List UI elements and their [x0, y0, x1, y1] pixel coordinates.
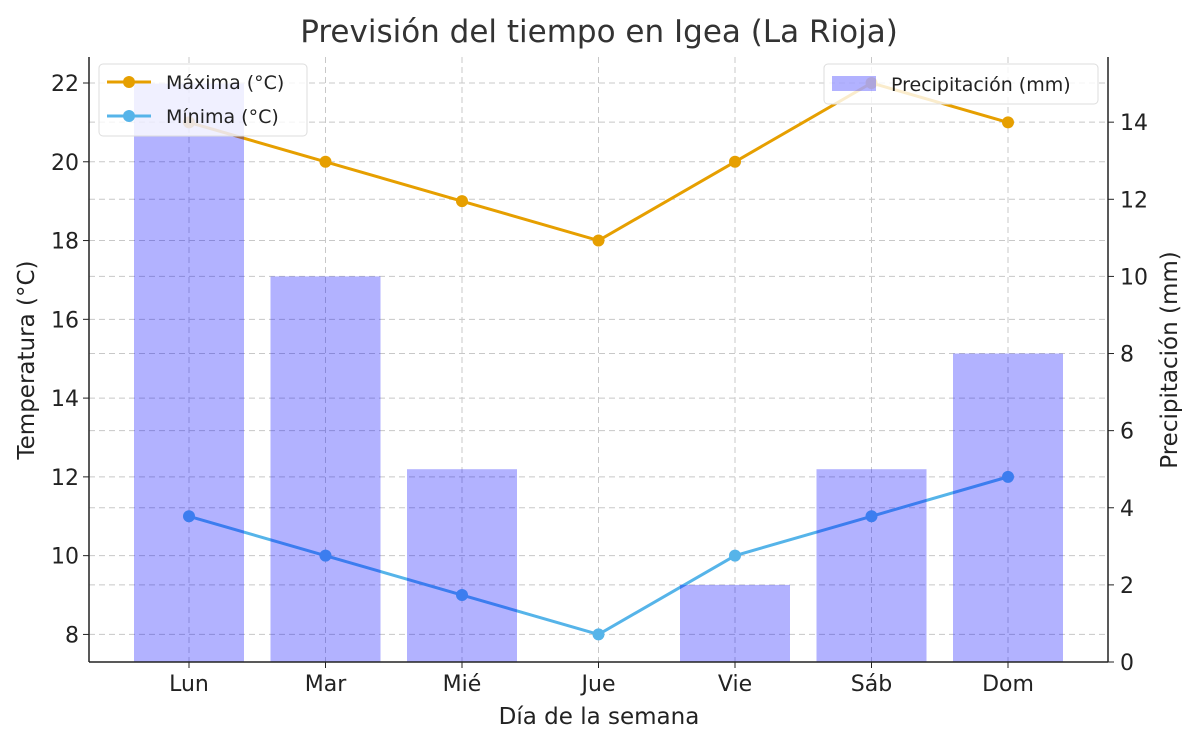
y2-tick-label: 6 — [1120, 420, 1134, 445]
y-tick-label: 8 — [65, 623, 79, 648]
bar-precip — [407, 469, 517, 662]
y-tick-label: 10 — [51, 545, 79, 570]
axes: 8 10 12 14 16 18 20 22 0 2 4 6 8 10 12 14 Lun Mar Mié Jue Vi… — [51, 57, 1148, 697]
legend-right: Precipitación (mm) — [823, 63, 1099, 105]
bar-precip — [134, 83, 244, 662]
y2-tick-label: 14 — [1120, 111, 1148, 136]
bar-precip — [816, 469, 927, 662]
y-tick-label: 20 — [51, 151, 79, 176]
x-tick-label: Lun — [169, 672, 209, 697]
legend-precip: Precipitación (mm) — [891, 74, 1071, 96]
point-min — [319, 549, 332, 562]
x-tick-label: Sáb — [851, 672, 892, 697]
x-tick-label: Dom — [982, 672, 1034, 697]
y2-tick-label: 8 — [1120, 343, 1134, 368]
y-tick-label: 12 — [51, 466, 79, 491]
y2-tick-label: 4 — [1120, 497, 1134, 522]
x-tick-label: Mar — [305, 672, 347, 697]
point-max — [592, 234, 605, 247]
precip-bars — [134, 83, 1063, 662]
point-max — [319, 155, 332, 168]
point-max — [1002, 116, 1014, 129]
point-min — [592, 628, 605, 641]
x-tick-label: Vie — [718, 672, 752, 697]
y2-tick-label: 12 — [1120, 188, 1148, 213]
point-max — [456, 195, 468, 208]
legend-min: Mínima (°C) — [166, 106, 279, 128]
point-min — [729, 549, 741, 562]
y-tick-label: 14 — [51, 387, 79, 412]
y2-tick-label: 0 — [1120, 651, 1134, 676]
point-min — [865, 510, 878, 523]
point-min — [456, 589, 468, 602]
y2-tick-label: 10 — [1120, 265, 1148, 290]
bar-precip — [953, 353, 1063, 662]
chart-title: Previsión del tiempo en Igea (La Rioja) — [300, 14, 898, 50]
point-min — [183, 510, 195, 523]
x-tick-label: Jue — [580, 672, 616, 697]
legend-left: Máxima (°C) Mínima (°C) — [98, 63, 308, 137]
y2-tick-label: 2 — [1120, 574, 1134, 599]
y2-axis-label: Precipitación (mm) — [1157, 251, 1183, 468]
point-min — [1002, 470, 1014, 483]
y-tick-label: 22 — [51, 72, 79, 97]
legend-max: Máxima (°C) — [166, 72, 284, 94]
y-axis-label: Temperatura (°C) — [14, 261, 40, 461]
y-tick-label: 18 — [51, 230, 79, 255]
y-tick-label: 16 — [51, 308, 79, 333]
bar-precip — [270, 276, 381, 662]
point-max — [729, 155, 741, 168]
x-axis-label: Día de la semana — [499, 704, 700, 730]
x-tick-label: Mié — [443, 672, 482, 697]
bar-precip — [680, 584, 790, 662]
